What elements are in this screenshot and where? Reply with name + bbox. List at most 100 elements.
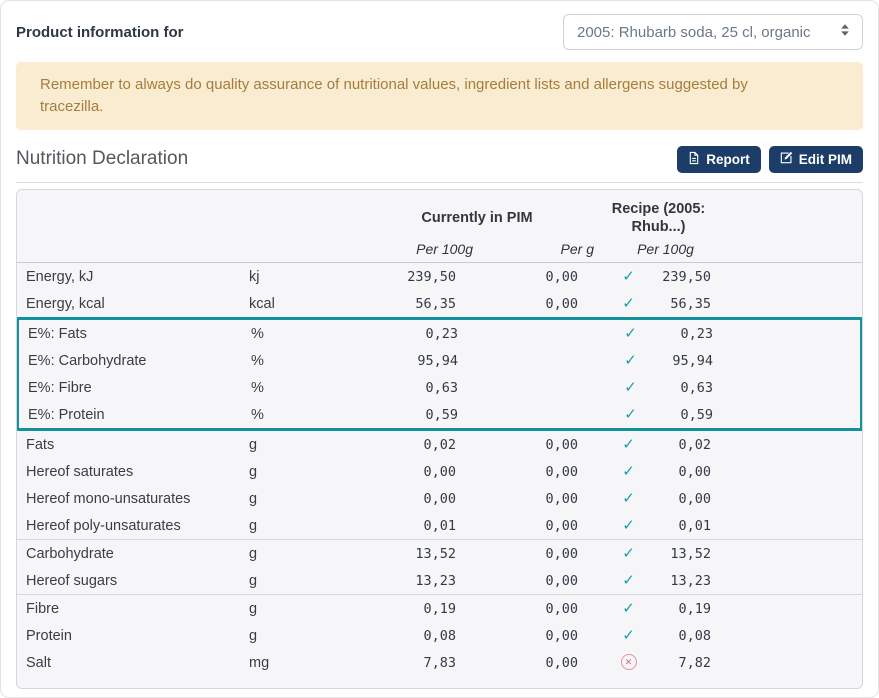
nutrient-unit: g bbox=[249, 517, 258, 534]
energy-percent-highlight-group: E%: Fats% 0,23 ✓ 0,23 E%: Carbohydrate% 95,94… bbox=[17, 317, 862, 431]
nutrient-label: Protein bbox=[26, 627, 72, 644]
pim-per-g-value: 0,00 bbox=[545, 463, 578, 480]
nutrient-label: Fats bbox=[26, 436, 55, 453]
nutrient-unit: mg bbox=[249, 654, 270, 671]
subheader-pim-per-g: Per g bbox=[560, 241, 594, 257]
nutrient-group: Fibre g 0,19 0,00 ✓ 0,19 Protein g 0,08 0,00 ✓ 0,08… bbox=[17, 594, 862, 676]
table-row: Energy, kcal kcal 56,35 0,00 ✓ 56,35 bbox=[17, 290, 862, 317]
nutrient-label: Energy, kcal bbox=[26, 295, 105, 312]
recipe-per-100g-value: 0,01 bbox=[678, 517, 711, 534]
nutrient-label: E%: Fibre bbox=[28, 379, 92, 396]
pim-per-g-value: 0,00 bbox=[545, 545, 578, 562]
nutrient-label: Energy, kJ bbox=[26, 268, 94, 285]
pim-per-100g-value: 56,35 bbox=[415, 295, 456, 312]
recipe-per-100g-value: 56,35 bbox=[670, 295, 711, 312]
nutrient-unit: g bbox=[249, 572, 258, 589]
recipe-per-100g-value: 239,50 bbox=[662, 268, 711, 285]
nutrient-label: Fibre bbox=[26, 600, 60, 617]
pim-per-g-value: 0,00 bbox=[545, 572, 578, 589]
status-cell: ✓ bbox=[595, 489, 662, 508]
nutrient-unit: % bbox=[251, 406, 264, 423]
nutrient-unit: g bbox=[249, 600, 258, 617]
nutrient-unit: g bbox=[249, 436, 258, 453]
report-button[interactable]: Report bbox=[677, 145, 761, 173]
table-body: Energy, kJ kj 239,50 0,00 ✓ 239,50 Energy, kca… bbox=[17, 262, 862, 688]
status-cell: ✓ bbox=[595, 626, 662, 645]
subheader-recipe-per-100g: Per 100g bbox=[637, 241, 694, 257]
section-divider bbox=[16, 182, 863, 183]
match-check-icon: ✓ bbox=[622, 627, 635, 644]
nutrient-unit: kcal bbox=[249, 295, 275, 312]
pim-per-g-value: 0,00 bbox=[545, 490, 578, 507]
column-header-currently-in-pim: Currently in PIM bbox=[421, 210, 533, 226]
nutrient-unit: g bbox=[249, 490, 258, 507]
recipe-per-100g-value: 0,02 bbox=[678, 436, 711, 453]
recipe-per-100g-value: 0,08 bbox=[678, 627, 711, 644]
report-file-icon bbox=[688, 151, 700, 168]
product-select[interactable]: 2005: Rhubarb soda, 25 cl, organic bbox=[563, 14, 863, 50]
match-check-icon: ✓ bbox=[624, 379, 637, 396]
status-cell: ✓ bbox=[595, 267, 662, 286]
nutrient-group: Fats g 0,02 0,00 ✓ 0,02 Hereof saturates g 0,00 0… bbox=[17, 431, 862, 539]
edit-pencil-icon bbox=[780, 151, 793, 167]
section-title: Nutrition Declaration bbox=[16, 148, 189, 169]
nutrient-unit: g bbox=[249, 627, 258, 644]
mismatch-cross-icon: ✕ bbox=[620, 654, 637, 671]
pim-per-100g-value: 0,01 bbox=[423, 517, 456, 534]
match-check-icon: ✓ bbox=[624, 325, 637, 342]
table-row: E%: Fats% 0,23 ✓ 0,23 bbox=[19, 320, 860, 347]
recipe-per-100g-value: 0,63 bbox=[680, 379, 713, 396]
table-row: Hereof saturates g 0,00 0,00 ✓ 0,00 bbox=[17, 458, 862, 485]
nutrient-label: Hereof mono-unsaturates bbox=[26, 490, 191, 507]
pim-per-g-value: 0,00 bbox=[545, 517, 578, 534]
match-check-icon: ✓ bbox=[622, 463, 635, 480]
nutrition-table: Currently in PIM Recipe (2005: Rhub...) … bbox=[16, 189, 863, 689]
table-row: Salt mg 7,83 0,00 ✕ 7,82 bbox=[17, 649, 862, 676]
pim-per-100g-value: 13,23 bbox=[415, 572, 456, 589]
match-check-icon: ✓ bbox=[622, 600, 635, 617]
match-check-icon: ✓ bbox=[622, 517, 635, 534]
page-title: Product information for bbox=[16, 23, 184, 41]
pim-per-100g-value: 0,23 bbox=[425, 325, 458, 342]
match-check-icon: ✓ bbox=[622, 436, 635, 453]
nutrient-label: E%: Carbohydrate bbox=[28, 352, 147, 369]
pim-per-100g-value: 95,94 bbox=[417, 352, 458, 369]
pim-per-100g-value: 0,59 bbox=[425, 406, 458, 423]
recipe-per-100g-value: 0,59 bbox=[680, 406, 713, 423]
nutrient-label: Carbohydrate bbox=[26, 545, 114, 562]
table-row: Hereof mono-unsaturates g 0,00 0,00 ✓ 0,00 bbox=[17, 485, 862, 512]
pim-per-100g-value: 0,08 bbox=[423, 627, 456, 644]
subheader-pim-per-100g: Per 100g bbox=[416, 241, 473, 257]
table-row: E%: Protein% 0,59 ✓ 0,59 bbox=[19, 401, 860, 428]
table-row: Carbohydrate g 13,52 0,00 ✓ 13,52 bbox=[17, 540, 862, 567]
table-row: E%: Carbohydrate% 95,94 ✓ 95,94 bbox=[19, 347, 860, 374]
pim-per-100g-value: 0,00 bbox=[423, 463, 456, 480]
edit-pim-button[interactable]: Edit PIM bbox=[768, 145, 863, 173]
pim-per-g-value: 0,00 bbox=[545, 436, 578, 453]
nutrient-label: E%: Protein bbox=[28, 406, 105, 423]
pim-per-100g-value: 7,83 bbox=[423, 654, 456, 671]
status-cell: ✓ bbox=[595, 599, 662, 618]
nutrient-group: Carbohydrate g 13,52 0,00 ✓ 13,52 Hereof sugar… bbox=[17, 539, 862, 594]
recipe-per-100g-value: 0,00 bbox=[678, 490, 711, 507]
pim-per-g-value: 0,00 bbox=[545, 627, 578, 644]
match-check-icon: ✓ bbox=[622, 268, 635, 285]
nutrient-unit: % bbox=[251, 379, 264, 396]
match-check-icon: ✓ bbox=[624, 352, 637, 369]
nutrient-unit: % bbox=[251, 325, 264, 342]
pim-per-g-value: 0,00 bbox=[545, 654, 578, 671]
nutrient-label: Hereof sugars bbox=[26, 572, 118, 589]
recipe-per-100g-value: 0,19 bbox=[678, 600, 711, 617]
nutrient-unit: g bbox=[249, 545, 258, 562]
recipe-per-100g-value: 95,94 bbox=[672, 352, 713, 369]
status-cell: ✓ bbox=[595, 516, 662, 535]
nutrition-section-header: Nutrition Declaration Report bbox=[16, 144, 863, 174]
match-check-icon: ✓ bbox=[622, 490, 635, 507]
table-row: Protein g 0,08 0,00 ✓ 0,08 bbox=[17, 622, 862, 649]
nutrient-label: Hereof poly-unsaturates bbox=[26, 517, 181, 534]
nutrient-unit: kj bbox=[249, 268, 260, 285]
report-button-label: Report bbox=[706, 151, 750, 167]
pim-per-g-value: 0,00 bbox=[545, 600, 578, 617]
recipe-per-100g-value: 0,00 bbox=[678, 463, 711, 480]
